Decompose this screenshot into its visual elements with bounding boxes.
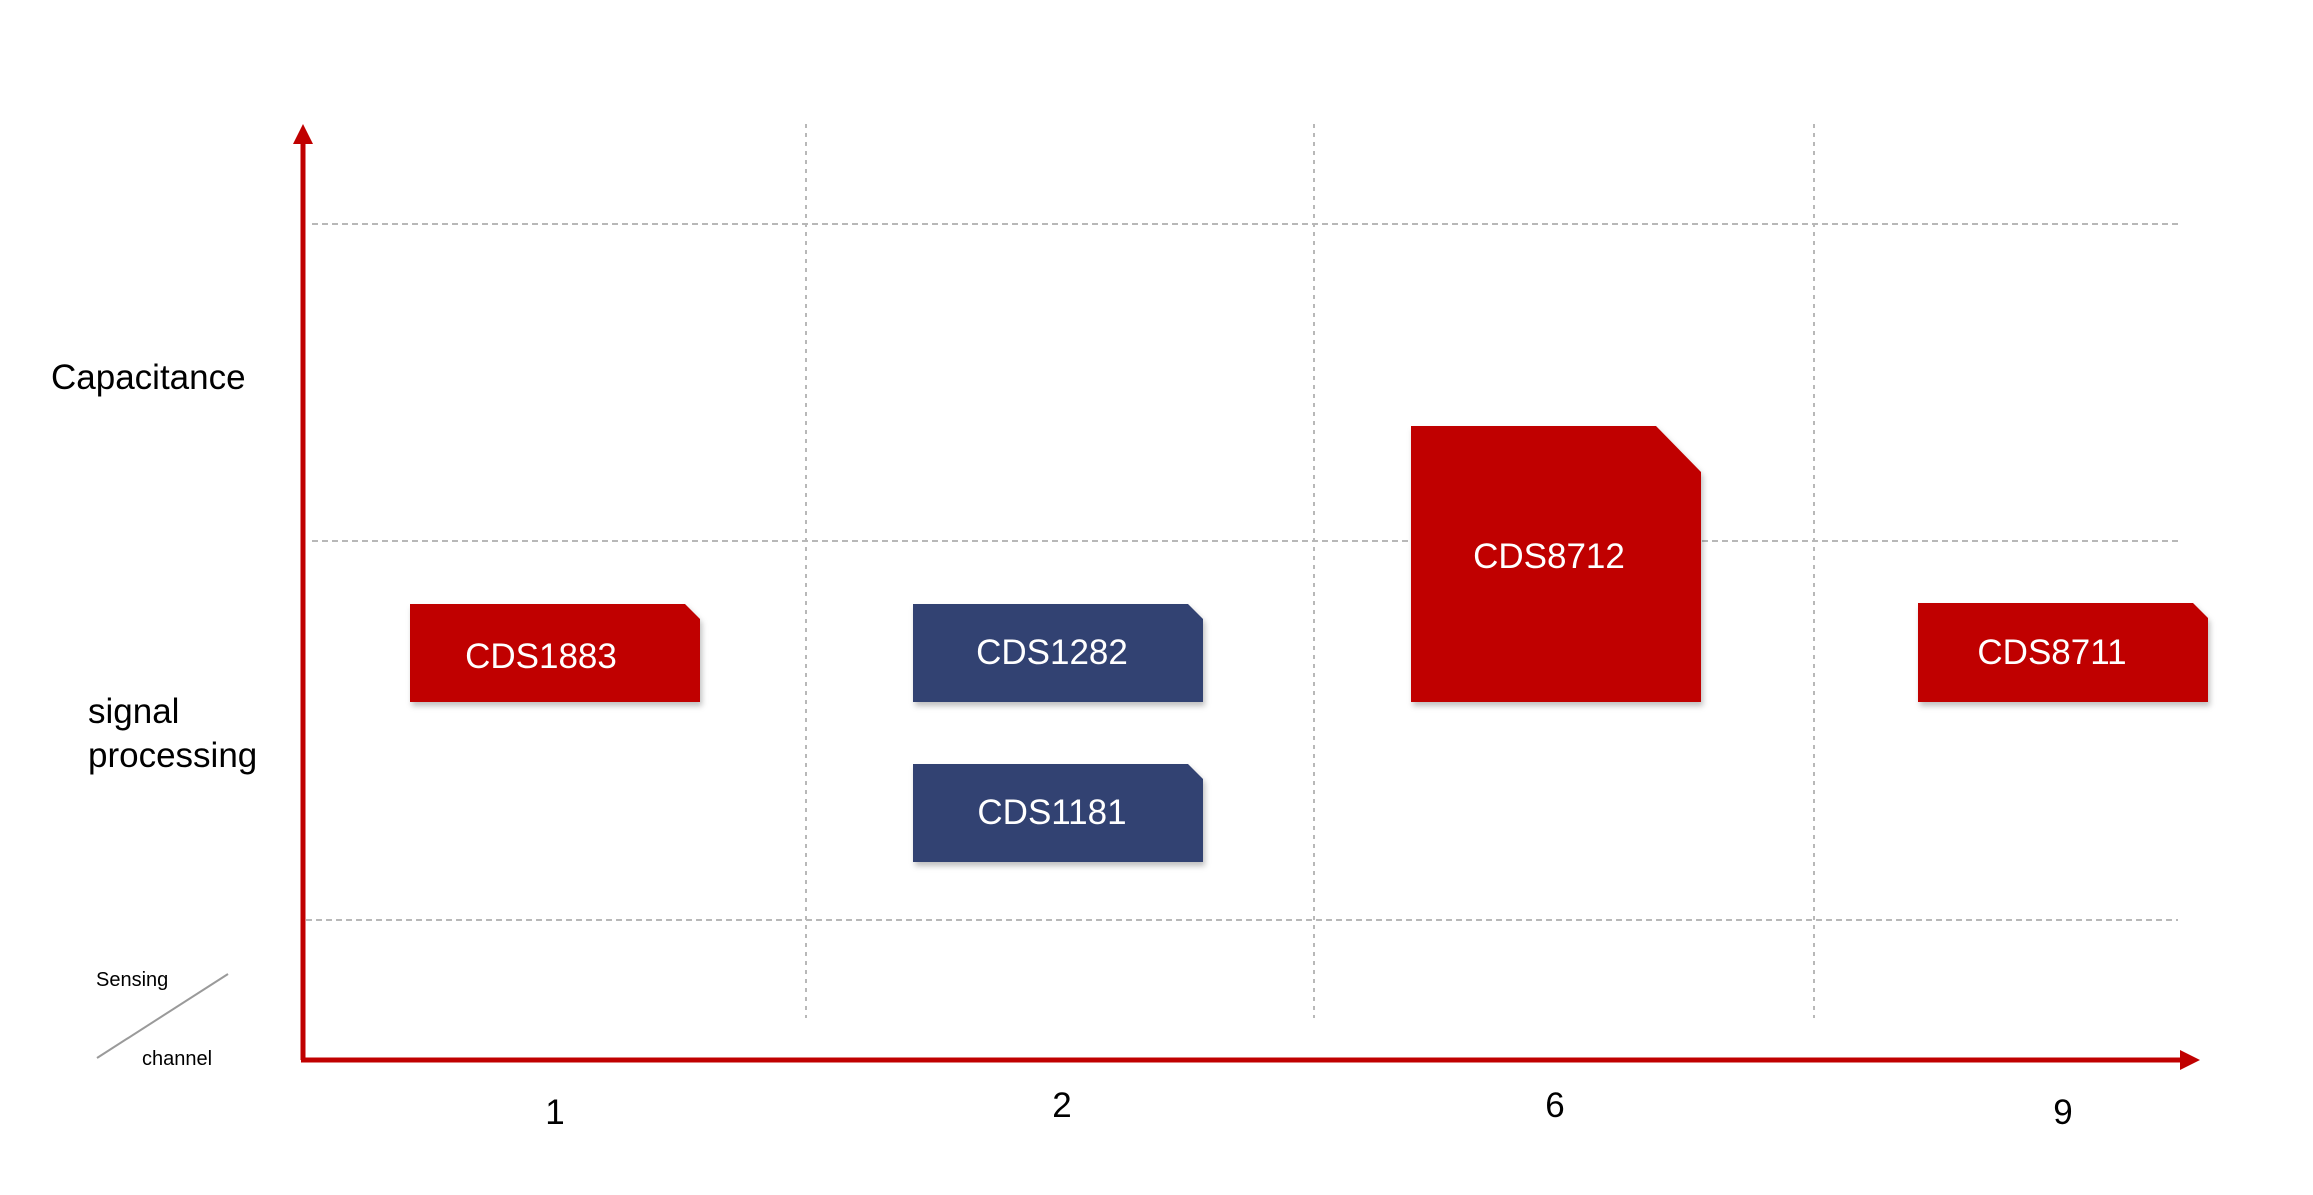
column-label-6: 6 <box>1545 1086 1565 1125</box>
column-label-2: 2 <box>1052 1086 1072 1125</box>
row-label-processing: processing <box>88 736 258 775</box>
product-box-cds1883[interactable]: CDS1883 <box>410 604 700 702</box>
column-label-9: 9 <box>2053 1093 2073 1132</box>
product-box-cds8712[interactable]: CDS8712 <box>1411 426 1701 702</box>
row-label-signal: signal <box>88 692 180 731</box>
product-boxes: CDS1883 CDS1282 CDS1181 CDS8712 CDS8711 <box>410 426 2208 862</box>
product-box-cds1181[interactable]: CDS1181 <box>913 764 1203 862</box>
product-label-cds1883: CDS1883 <box>465 637 617 676</box>
product-box-cds8711[interactable]: CDS8711 <box>1918 603 2208 702</box>
row-label-capacitance: Capacitance <box>51 358 246 397</box>
product-label-cds8712: CDS8712 <box>1473 537 1625 576</box>
corner-label-sensing: Sensing <box>96 969 169 991</box>
product-box-cds1282[interactable]: CDS1282 <box>913 604 1203 702</box>
y-axis-arrowhead <box>293 124 313 144</box>
corner-label-channel: channel <box>142 1048 213 1070</box>
corner-diagonal-line <box>96 973 229 1059</box>
column-label-1: 1 <box>545 1093 565 1132</box>
x-axis-arrowhead <box>2180 1050 2200 1070</box>
product-label-cds1181: CDS1181 <box>977 793 1126 832</box>
product-label-cds8711: CDS8711 <box>1977 633 2126 672</box>
product-label-cds1282: CDS1282 <box>976 633 1128 672</box>
